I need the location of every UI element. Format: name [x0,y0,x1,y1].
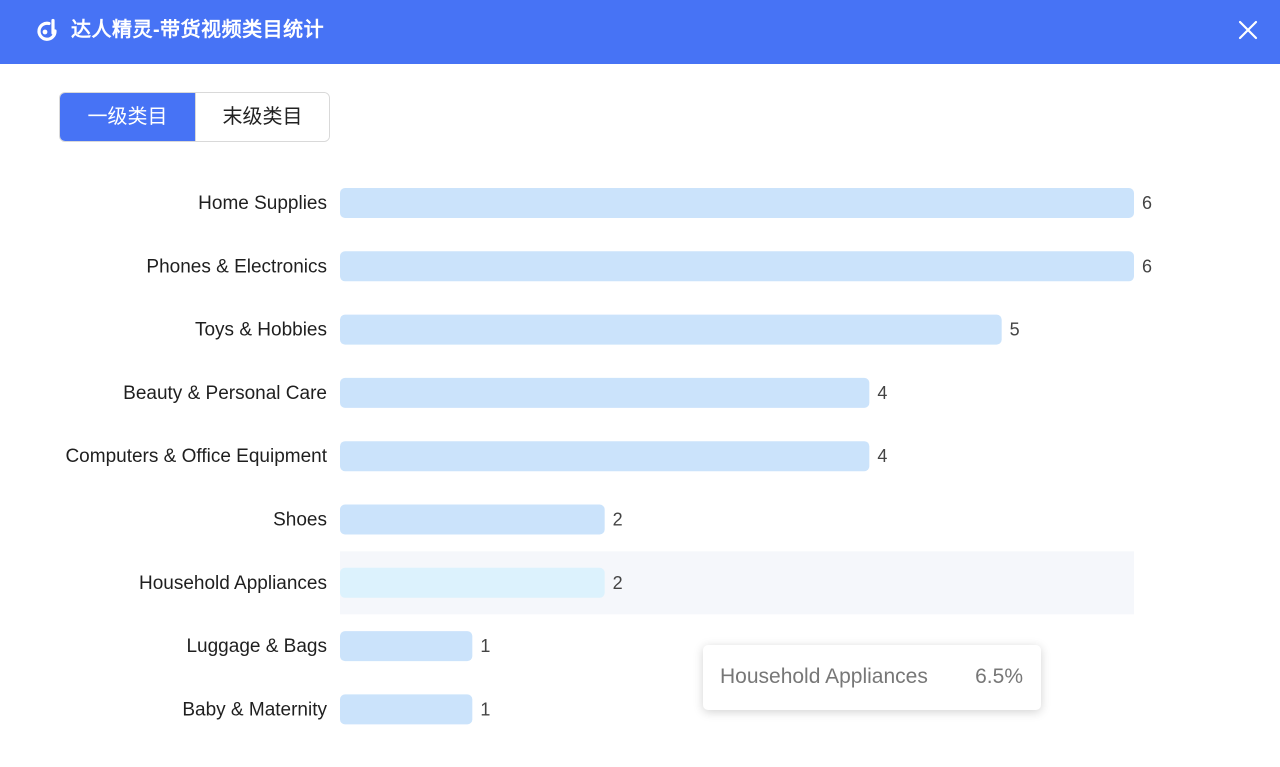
tab-last-level[interactable]: 末级类目 [195,93,329,141]
window-title: 达人精灵-带货视频类目统计 [71,19,325,41]
category-label: Home Supplies [198,193,327,214]
value-label: 6 [1142,193,1152,213]
tooltip-name: Household Appliances [720,665,928,688]
bar[interactable] [340,441,870,472]
category-label: Beauty & Personal Care [123,383,327,404]
value-label: 4 [877,446,887,466]
value-label: 1 [480,636,490,656]
close-icon[interactable] [1237,19,1259,41]
bar[interactable] [340,631,473,662]
bar[interactable] [340,251,1134,282]
category-level-tabs: 一级类目 末级类目 [59,92,330,142]
value-label: 2 [613,573,623,593]
bar[interactable] [340,377,870,408]
chart-tooltip: Household Appliances 6.5% [703,645,1041,710]
bar[interactable] [340,188,1134,218]
bar[interactable] [340,504,605,535]
tooltip-value: 6.5% [975,665,1023,688]
category-label: Phones & Electronics [146,256,327,277]
value-label: 5 [1010,320,1020,340]
value-label: 6 [1142,256,1152,276]
category-label: Luggage & Bags [186,636,327,657]
bar[interactable] [340,314,1002,345]
bar[interactable] [340,567,605,598]
tab-first-level[interactable]: 一级类目 [60,93,195,141]
bar[interactable] [340,694,473,725]
title-bar: 达人精灵-带货视频类目统计 [0,0,1280,64]
category-label: Computers & Office Equipment [65,446,327,467]
category-label: Toys & Hobbies [195,320,327,341]
value-label: 2 [613,510,623,530]
category-label: Baby & Maternity [182,699,327,720]
value-label: 1 [480,699,490,719]
value-label: 4 [877,383,887,403]
category-label: Household Appliances [139,573,327,594]
daren-logo-icon [37,18,57,41]
category-label: Shoes [273,510,327,531]
